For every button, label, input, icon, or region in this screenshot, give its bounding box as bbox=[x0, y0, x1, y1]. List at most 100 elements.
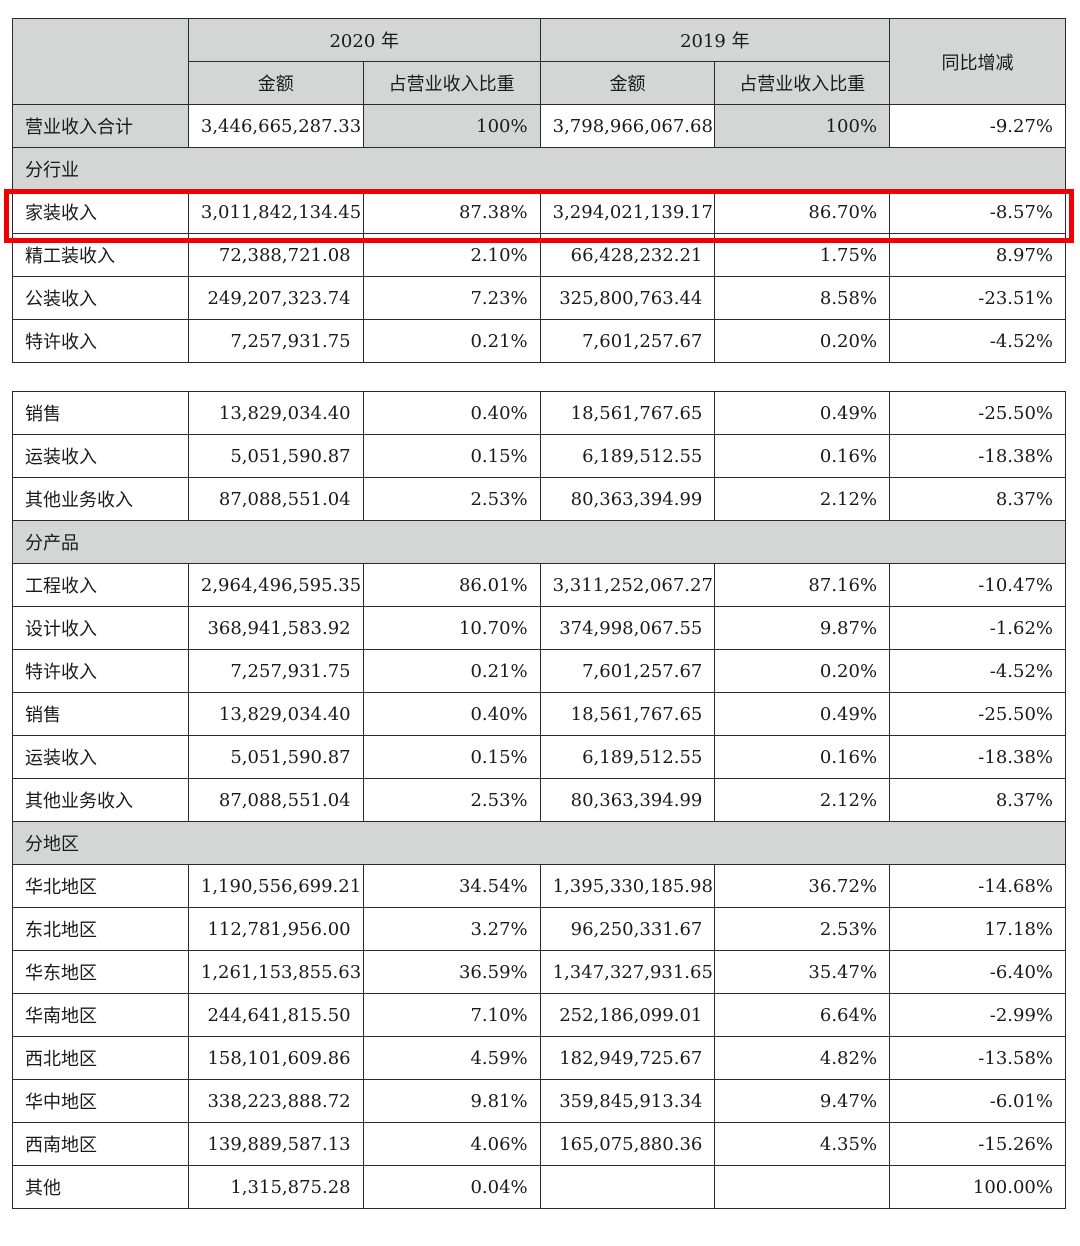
share-2020: 0.40% bbox=[362, 391, 541, 435]
yoy-change: -6.01% bbox=[889, 1079, 1066, 1123]
amount-2020: 13,829,034.40 bbox=[187, 692, 364, 736]
share-2019: 36.72% bbox=[714, 864, 891, 908]
section-title: 分产品 bbox=[12, 520, 1066, 564]
amount-2019: 18,561,767.65 bbox=[539, 692, 716, 736]
section-header-region: 分地区 bbox=[12, 821, 1066, 865]
share-2019: 0.16% bbox=[714, 735, 891, 779]
share-2020: 0.15% bbox=[362, 735, 541, 779]
yoy-change: -14.68% bbox=[889, 864, 1066, 908]
table-row: 运装收入 5,051,590.87 0.15% 6,189,512.55 0.16% -1… bbox=[12, 434, 1066, 478]
amount-2020: 87,088,551.04 bbox=[187, 477, 364, 521]
row-label: 公装收入 bbox=[12, 276, 189, 320]
share-2020: 10.70% bbox=[362, 606, 541, 650]
table-row: 销售 13,829,034.40 0.40% 18,561,767.65 0.49% -2… bbox=[12, 692, 1066, 736]
section-header-product: 分产品 bbox=[12, 520, 1066, 564]
share-2019: 0.16% bbox=[714, 434, 891, 478]
amount-2019: 96,250,331.67 bbox=[539, 907, 716, 951]
revenue-table-part1: 2020 年 2019 年 同比增减 金额 占营业收入比重 金额 占营业收入比重… bbox=[12, 18, 1066, 363]
yoy-change: -4.52% bbox=[889, 649, 1066, 693]
share-2020: 0.21% bbox=[362, 649, 541, 693]
row-label: 华南地区 bbox=[12, 993, 189, 1037]
share-2019: 6.64% bbox=[714, 993, 891, 1037]
share-2019: 8.58% bbox=[714, 276, 891, 320]
yoy-change: -1.62% bbox=[889, 606, 1066, 650]
row-label: 销售 bbox=[12, 391, 189, 435]
share-2020: 2.53% bbox=[362, 778, 541, 822]
yoy-change: -15.26% bbox=[889, 1122, 1066, 1166]
share-2019: 100% bbox=[714, 104, 891, 148]
amount-2020: 1,315,875.28 bbox=[187, 1165, 364, 1209]
table-row: 特许收入 7,257,931.75 0.21% 7,601,257.67 0.20% -4… bbox=[12, 319, 1066, 363]
table-row: 设计收入 368,941,583.92 10.70% 374,998,067.55 9.… bbox=[12, 606, 1066, 650]
share-2020: 3.27% bbox=[362, 907, 541, 951]
share-2020: 0.15% bbox=[362, 434, 541, 478]
amount-2019: 252,186,099.01 bbox=[539, 993, 716, 1037]
total-row: 营业收入合计 3,446,665,287.33 100% 3,798,966,0… bbox=[12, 104, 1066, 148]
share-2020: 2.10% bbox=[362, 233, 541, 277]
header-year-2019: 2019 年 bbox=[539, 18, 891, 62]
amount-2020: 338,223,888.72 bbox=[187, 1079, 364, 1123]
amount-2020: 1,190,556,699.21 bbox=[187, 864, 364, 908]
row-label: 特许收入 bbox=[12, 649, 189, 693]
row-label: 营业收入合计 bbox=[12, 104, 189, 148]
amount-2019: 18,561,767.65 bbox=[539, 391, 716, 435]
header-year-2020: 2020 年 bbox=[187, 18, 541, 62]
table-row: 工程收入 2,964,496,595.35 86.01% 3,311,252,067.… bbox=[12, 563, 1066, 607]
yoy-change: 8.37% bbox=[889, 778, 1066, 822]
share-2019: 0.20% bbox=[714, 319, 891, 363]
yoy-change: 8.37% bbox=[889, 477, 1066, 521]
share-2019: 0.20% bbox=[714, 649, 891, 693]
share-2020: 7.23% bbox=[362, 276, 541, 320]
table-row: 公装收入 249,207,323.74 7.23% 325,800,763.44 8.5… bbox=[12, 276, 1066, 320]
row-label: 工程收入 bbox=[12, 563, 189, 607]
row-label: 东北地区 bbox=[12, 907, 189, 951]
amount-2019: 325,800,763.44 bbox=[539, 276, 716, 320]
row-label: 家装收入 bbox=[12, 190, 189, 234]
row-label: 设计收入 bbox=[12, 606, 189, 650]
header-share-2019: 占营业收入比重 bbox=[714, 61, 891, 105]
share-2020: 9.81% bbox=[362, 1079, 541, 1123]
section-title: 分行业 bbox=[12, 147, 1066, 191]
amount-2019: 80,363,394.99 bbox=[539, 477, 716, 521]
share-2019: 2.12% bbox=[714, 477, 891, 521]
amount-2019: 7,601,257.67 bbox=[539, 319, 716, 363]
share-2019: 9.47% bbox=[714, 1079, 891, 1123]
table-row: 特许收入 7,257,931.75 0.21% 7,601,257.67 0.20% -4… bbox=[12, 649, 1066, 693]
share-2019 bbox=[714, 1165, 891, 1209]
amount-2019: 165,075,880.36 bbox=[539, 1122, 716, 1166]
share-2020: 87.38% bbox=[362, 190, 541, 234]
amount-2019: 6,189,512.55 bbox=[539, 735, 716, 779]
share-2020: 4.06% bbox=[362, 1122, 541, 1166]
yoy-change: -25.50% bbox=[889, 391, 1066, 435]
yoy-change: -10.47% bbox=[889, 563, 1066, 607]
amount-2019: 359,845,913.34 bbox=[539, 1079, 716, 1123]
yoy-change: -23.51% bbox=[889, 276, 1066, 320]
table-row: 东北地区 112,781,956.00 3.27% 96,250,331.67 2.53… bbox=[12, 907, 1066, 951]
header-blank bbox=[12, 18, 189, 105]
row-label: 西南地区 bbox=[12, 1122, 189, 1166]
amount-2020: 72,388,721.08 bbox=[187, 233, 364, 277]
amount-2019: 7,601,257.67 bbox=[539, 649, 716, 693]
amount-2020: 139,889,587.13 bbox=[187, 1122, 364, 1166]
yoy-change: 100.00% bbox=[889, 1165, 1066, 1209]
table-row: 精工装收入 72,388,721.08 2.10% 66,428,232.21 1.75… bbox=[12, 233, 1066, 277]
amount-2020: 112,781,956.00 bbox=[187, 907, 364, 951]
yoy-change: -8.57% bbox=[889, 190, 1066, 234]
share-2019: 86.70% bbox=[714, 190, 891, 234]
table-row: 其他 1,315,875.28 0.04% 100.00% bbox=[12, 1165, 1066, 1209]
yoy-change: -18.38% bbox=[889, 434, 1066, 478]
table-row: 华北地区 1,190,556,699.21 34.54% 1,395,330,185.… bbox=[12, 864, 1066, 908]
amount-2020: 368,941,583.92 bbox=[187, 606, 364, 650]
row-label: 西北地区 bbox=[12, 1036, 189, 1080]
share-2020: 86.01% bbox=[362, 563, 541, 607]
row-label: 运装收入 bbox=[12, 434, 189, 478]
amount-2020: 13,829,034.40 bbox=[187, 391, 364, 435]
share-2019: 4.35% bbox=[714, 1122, 891, 1166]
yoy-change: -9.27% bbox=[889, 104, 1066, 148]
row-label: 华中地区 bbox=[12, 1079, 189, 1123]
amount-2020: 249,207,323.74 bbox=[187, 276, 364, 320]
share-2019: 87.16% bbox=[714, 563, 891, 607]
amount-2020: 3,446,665,287.33 bbox=[187, 104, 364, 148]
yoy-change: -13.58% bbox=[889, 1036, 1066, 1080]
row-label: 运装收入 bbox=[12, 735, 189, 779]
